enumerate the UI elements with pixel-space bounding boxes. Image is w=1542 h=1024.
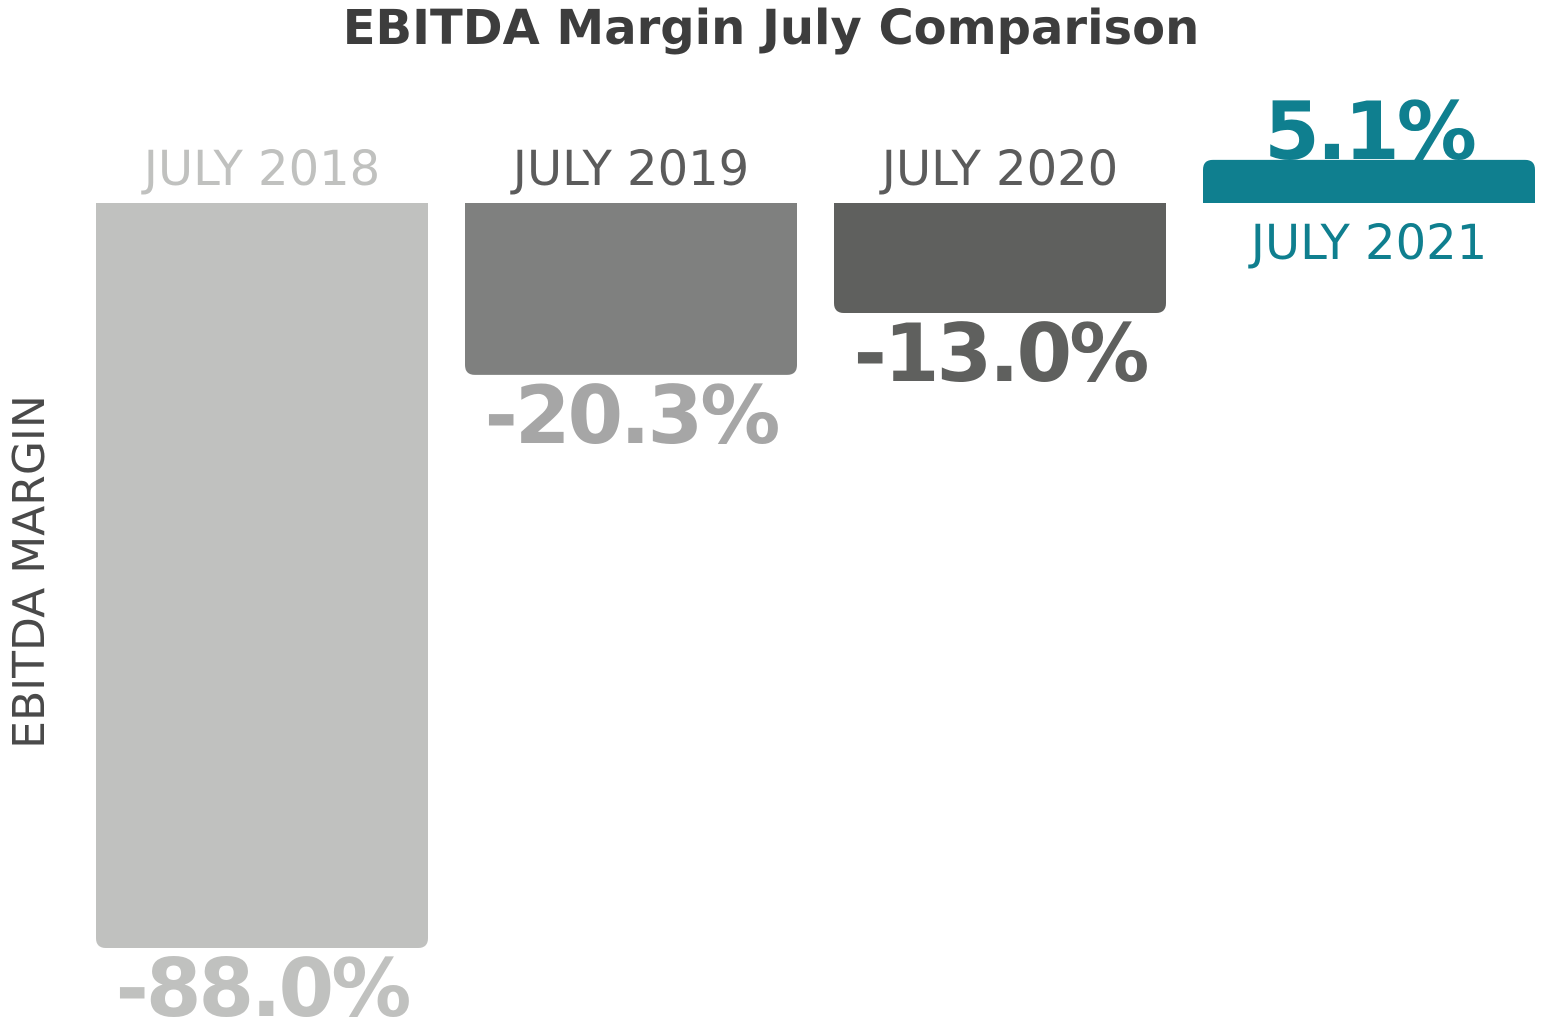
y-axis-label: EBITDA MARGIN [4, 395, 55, 749]
bar-july-2021 [1203, 159, 1535, 203]
category-label-july-2018: JULY 2018 [141, 141, 380, 197]
bars-group [96, 159, 1535, 949]
category-label-july-2021: JULY 2021 [1248, 215, 1487, 271]
category-labels-group: JULY 2018 JULY 2019 JULY 2020 JULY 2021 [141, 141, 1487, 271]
category-label-july-2019: JULY 2019 [510, 141, 749, 197]
value-label-july-2018: -88.0% [116, 942, 410, 1024]
bar-july-2020 [834, 203, 1166, 314]
value-label-july-2021: 5.1% [1264, 85, 1475, 178]
category-label-july-2020: JULY 2020 [879, 141, 1118, 197]
bar-july-2018 [96, 203, 428, 949]
value-label-july-2019: -20.3% [485, 369, 779, 462]
value-labels-group: -88.0% -20.3% -13.0% 5.1% [116, 85, 1478, 1024]
value-label-july-2020: -13.0% [854, 307, 1148, 400]
bar-july-2019 [465, 203, 797, 375]
chart-title: EBITDA Margin July Comparison [343, 0, 1200, 56]
